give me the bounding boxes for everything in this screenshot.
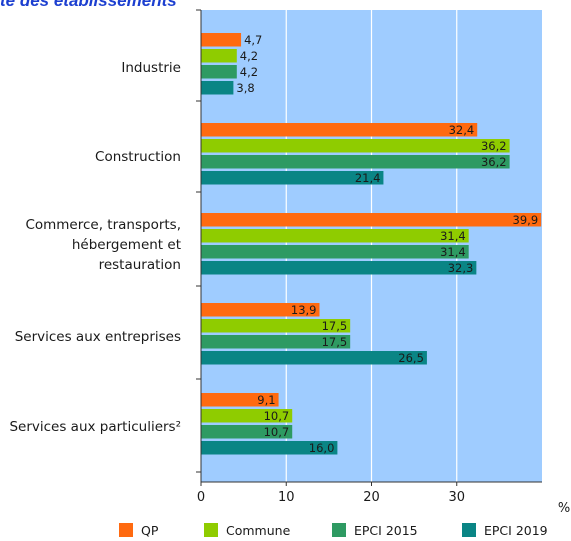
category-label: Construction xyxy=(95,149,181,165)
bar-value-label: 17,5 xyxy=(322,319,348,333)
bar-value-label: 9,1 xyxy=(257,393,275,407)
bar-commune-0 xyxy=(201,49,237,63)
category-label: Commerce, transports, xyxy=(25,217,181,233)
bar-epci-2015-2 xyxy=(201,245,469,259)
bar-value-label: 10,7 xyxy=(264,409,290,423)
bar-value-label: 10,7 xyxy=(264,425,290,439)
bar-value-label: 32,3 xyxy=(448,261,474,275)
category-label: Services aux entreprises xyxy=(15,329,181,345)
bar-value-label: 36,2 xyxy=(481,155,507,169)
bar-value-label: 31,4 xyxy=(440,245,466,259)
x-tick-label-0: 0 xyxy=(197,490,205,505)
category-label: Services aux particuliers² xyxy=(9,419,181,435)
bar-value-label: 26,5 xyxy=(398,351,424,365)
x-tick-label-20: 20 xyxy=(363,490,380,505)
bar-value-label: 21,4 xyxy=(355,171,381,185)
bar-commune-1 xyxy=(201,139,510,153)
x-axis-unit: % xyxy=(558,501,570,516)
legend-label-1: Commune xyxy=(226,523,291,538)
bar-value-label: 39,9 xyxy=(513,213,539,227)
legend-label-3: EPCI 2019 xyxy=(484,523,548,538)
bar-epci-2019-2 xyxy=(201,261,476,275)
legend-swatch-1 xyxy=(204,523,218,537)
legend-swatch-0 xyxy=(119,523,133,537)
category-label: Industrie xyxy=(121,60,181,76)
x-tick-label-10: 10 xyxy=(278,490,295,505)
bar-qp-2 xyxy=(201,213,541,227)
bar-value-label: 4,2 xyxy=(240,49,258,63)
legend-label-0: QP xyxy=(141,523,159,538)
bar-value-label: 4,7 xyxy=(244,33,262,47)
bar-qp-1 xyxy=(201,123,477,137)
bar-commune-2 xyxy=(201,229,469,243)
bar-epci-2015-0 xyxy=(201,65,237,79)
legend-swatch-2 xyxy=(332,523,346,537)
bar-value-label: 36,2 xyxy=(481,139,507,153)
legend-swatch-3 xyxy=(462,523,476,537)
bar-epci-2015-1 xyxy=(201,155,510,169)
bar-value-label: 3,8 xyxy=(236,81,254,95)
bar-value-label: 16,0 xyxy=(309,441,335,455)
bar-value-label: 31,4 xyxy=(440,229,466,243)
bar-value-label: 17,5 xyxy=(322,335,348,349)
bar-epci-2019-3 xyxy=(201,351,427,365)
bar-qp-0 xyxy=(201,33,241,47)
x-tick-label-30: 30 xyxy=(448,490,465,505)
category-label: restauration xyxy=(99,257,181,273)
bar-value-label: 32,4 xyxy=(449,123,475,137)
bar-value-label: 13,9 xyxy=(291,303,317,317)
legend-label-2: EPCI 2015 xyxy=(354,523,418,538)
category-label: hébergement et xyxy=(72,237,181,253)
bar-epci-2019-0 xyxy=(201,81,233,95)
bar-value-label: 4,2 xyxy=(240,65,258,79)
